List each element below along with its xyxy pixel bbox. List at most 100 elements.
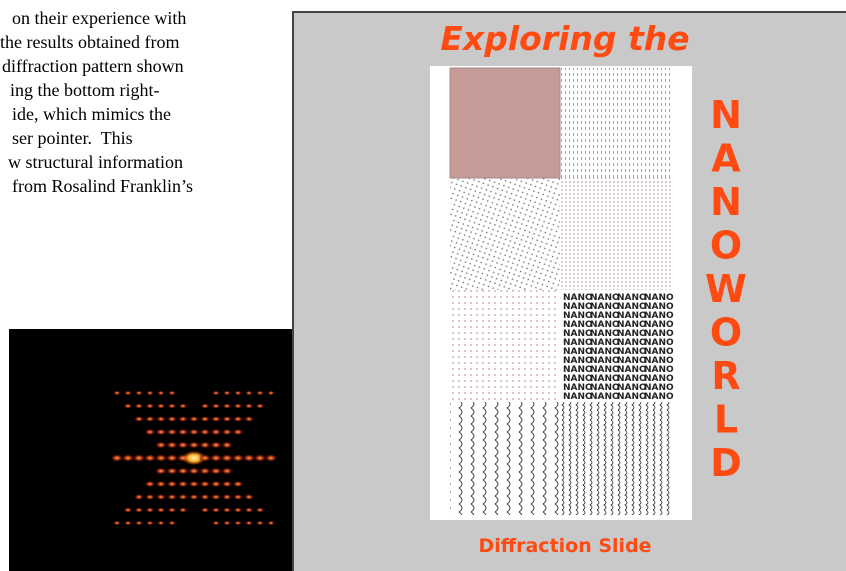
spot [199,467,211,475]
cell-word: NANO [617,320,647,330]
spot [242,454,256,462]
cell-word: NANO [590,320,620,330]
spot [134,415,144,423]
cell-word: NANO [563,365,593,375]
title-letter: D [710,441,742,485]
spot [144,428,156,436]
spot [210,428,222,436]
spot [166,480,178,488]
spot [145,415,155,423]
diffraction-spots [110,390,278,526]
cell-word: NANO [563,338,593,348]
title-letter: W [705,267,747,311]
spot [155,441,167,449]
cell-word: NANO [563,311,593,321]
spot [166,428,178,436]
text-line: ser pointer. This [12,128,133,148]
spot [132,454,146,462]
spot [232,428,244,436]
spot [200,493,210,501]
cell-word: NANO [617,347,647,357]
spot [211,403,221,409]
spot [134,403,144,409]
cell-word: NANO [590,329,620,339]
spot [143,454,157,462]
spot [223,520,231,526]
spot [233,507,243,513]
spot [189,493,199,501]
spot [200,507,210,513]
cell-word: NANO [617,356,647,366]
spot [198,454,212,462]
spot [188,428,200,436]
spot [232,480,244,488]
spot [166,441,178,449]
spot [167,403,177,409]
cell-word: NANO [617,338,647,348]
spot [256,520,264,526]
spot [178,507,188,513]
spot [123,507,133,513]
slide-caption: Diffraction Slide [478,535,651,557]
cell-word: NANO [563,392,593,402]
spot [146,390,154,396]
spot [233,403,243,409]
slide-title: Exploring the [440,19,689,58]
spot [245,520,253,526]
spot [124,390,132,396]
spot [145,507,155,513]
spot [210,441,222,449]
spot [124,520,132,526]
spot [154,454,168,462]
spot [255,403,265,409]
spot [123,403,133,409]
cell-dots [450,178,560,290]
cell-word: NANO [644,338,674,348]
spot [188,467,200,475]
cell-waves [560,402,672,515]
text-line: ing the bottom right- [10,80,160,100]
cell-word: NANO [563,329,593,339]
spot [168,520,176,526]
text-line: diffraction pattern shown [2,56,184,76]
cell-word: NANO [590,311,620,321]
spot [212,520,220,526]
spot [233,493,243,501]
spot [182,450,206,466]
cell-word: NANO [644,302,674,312]
cell-word: NANO [617,392,647,402]
spot [155,480,167,488]
spot [110,454,124,462]
spot [221,480,233,488]
cell-dots [560,178,672,290]
spot [220,454,234,462]
spot [113,390,121,396]
cell-word: NANO [617,302,647,312]
spot [222,415,232,423]
text-line: the results obtained from [0,32,180,52]
spot [178,493,188,501]
cell-word: NANO [590,347,620,357]
cell-word: NANO [644,365,674,375]
spot [212,390,220,396]
cell-word: NANO [617,311,647,321]
spot [233,415,243,423]
spot [200,415,210,423]
spot [167,507,177,513]
spot [189,415,199,423]
cell-word: NANO [590,374,620,384]
spot [209,454,223,462]
spot [200,403,210,409]
text-line: w structural information [8,152,183,172]
cell-word: NANO [563,383,593,393]
cell-word: NANO [617,383,647,393]
spot [166,467,178,475]
cell-word: NANO [563,293,593,303]
spot [221,441,233,449]
spot [156,403,166,409]
cell-text: NANONANONANONANONANONANONANONANONANONANO… [563,293,674,402]
spot [244,415,254,423]
spot [199,441,211,449]
title-letter: N [710,93,742,137]
